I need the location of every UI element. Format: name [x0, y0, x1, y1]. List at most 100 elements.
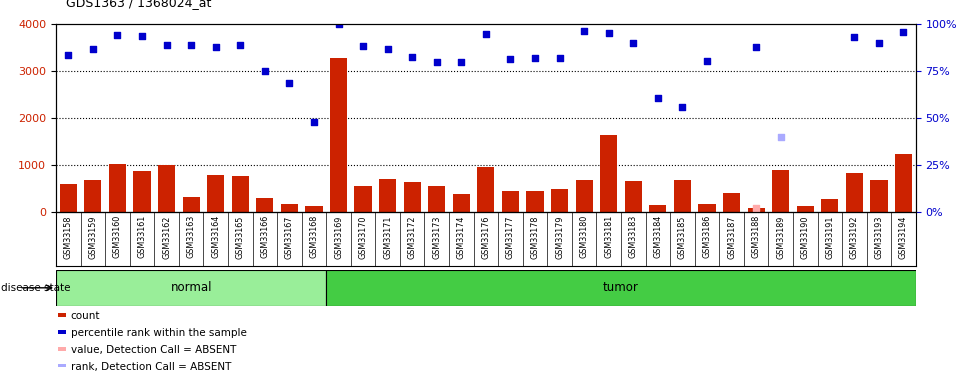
Point [355, 43, 371, 49]
Bar [870, 180, 888, 212]
Bar [60, 184, 77, 212]
Text: GSM33171: GSM33171 [384, 215, 392, 258]
Point [233, 42, 248, 48]
Bar [183, 197, 200, 212]
Text: GSM33188: GSM33188 [752, 215, 760, 258]
Bar [256, 198, 273, 212]
Point [846, 34, 862, 40]
Bar [748, 208, 765, 212]
Bar [772, 170, 789, 212]
Point [282, 80, 298, 86]
Text: disease state: disease state [1, 283, 71, 293]
Text: GSM33189: GSM33189 [776, 215, 785, 258]
Point [306, 119, 322, 125]
Bar [232, 176, 249, 212]
Point [749, 205, 764, 211]
Text: GSM33168: GSM33168 [309, 215, 319, 258]
Point [158, 42, 174, 48]
Point [699, 58, 715, 64]
Text: GSM33159: GSM33159 [88, 215, 98, 259]
Point [429, 59, 444, 65]
Bar [895, 154, 912, 212]
Bar [58, 314, 67, 317]
Bar [723, 193, 740, 212]
Bar [576, 180, 593, 212]
Text: GSM33163: GSM33163 [186, 215, 196, 258]
Bar [58, 330, 67, 334]
Bar [797, 206, 813, 212]
Text: GSM33176: GSM33176 [481, 215, 491, 258]
Text: GSM33173: GSM33173 [432, 215, 441, 258]
Bar [327, 270, 916, 306]
Point [61, 52, 76, 58]
Point [674, 104, 690, 110]
Bar [698, 204, 716, 212]
Bar [846, 173, 863, 212]
Point [601, 30, 616, 36]
Bar [625, 182, 641, 212]
Bar [649, 206, 667, 212]
Point [577, 28, 592, 34]
Point [85, 46, 100, 52]
Bar [526, 191, 544, 212]
Bar [379, 179, 396, 212]
Text: GSM33190: GSM33190 [801, 215, 810, 258]
Text: GSM33187: GSM33187 [727, 215, 736, 258]
Text: percentile rank within the sample: percentile rank within the sample [71, 328, 246, 338]
Point [650, 96, 666, 102]
Text: GSM33184: GSM33184 [653, 215, 663, 258]
Text: rank, Detection Call = ABSENT: rank, Detection Call = ABSENT [71, 362, 231, 372]
Bar [133, 171, 151, 212]
Point [773, 134, 788, 140]
Text: GSM33160: GSM33160 [113, 215, 122, 258]
Bar [56, 270, 327, 306]
Bar [502, 191, 519, 212]
Text: GSM33177: GSM33177 [506, 215, 515, 259]
Text: value, Detection Call = ABSENT: value, Detection Call = ABSENT [71, 345, 236, 355]
Bar [207, 176, 224, 212]
Text: GSM33169: GSM33169 [334, 215, 343, 258]
Point [257, 68, 272, 74]
Text: GSM33161: GSM33161 [137, 215, 147, 258]
Bar [58, 364, 67, 368]
Point [454, 59, 469, 65]
Text: GSM33174: GSM33174 [457, 215, 466, 258]
Point [184, 42, 199, 48]
Text: GSM33186: GSM33186 [702, 215, 712, 258]
Bar [674, 180, 691, 212]
Bar [821, 199, 838, 212]
Text: GSM33164: GSM33164 [212, 215, 220, 258]
Bar [453, 194, 469, 212]
Point [380, 46, 395, 52]
Text: GSM33185: GSM33185 [678, 215, 687, 258]
Text: GSM33167: GSM33167 [285, 215, 294, 258]
Point [330, 21, 346, 27]
Text: GSM33178: GSM33178 [530, 215, 540, 258]
Bar [428, 186, 445, 212]
Text: GSM33165: GSM33165 [236, 215, 244, 258]
Bar [600, 135, 617, 212]
Text: normal: normal [170, 281, 212, 294]
Text: GSM33191: GSM33191 [825, 215, 835, 258]
Point [749, 44, 764, 50]
Text: GSM33180: GSM33180 [580, 215, 588, 258]
Bar [551, 189, 568, 212]
Bar [84, 180, 101, 212]
Text: GSM33194: GSM33194 [899, 215, 908, 258]
Text: GSM33162: GSM33162 [162, 215, 171, 258]
Bar [58, 347, 67, 351]
Point [405, 54, 420, 60]
Text: GSM33179: GSM33179 [555, 215, 564, 259]
Point [134, 33, 150, 39]
Bar [281, 204, 298, 212]
Text: GSM33166: GSM33166 [260, 215, 270, 258]
Text: GDS1363 / 1368024_at: GDS1363 / 1368024_at [66, 0, 211, 9]
Point [502, 56, 518, 62]
Text: GSM33170: GSM33170 [358, 215, 368, 258]
Text: tumor: tumor [603, 281, 639, 294]
Bar [404, 182, 421, 212]
Point [208, 44, 223, 50]
Text: GSM33181: GSM33181 [604, 215, 613, 258]
Text: count: count [71, 311, 100, 321]
Point [527, 55, 543, 61]
